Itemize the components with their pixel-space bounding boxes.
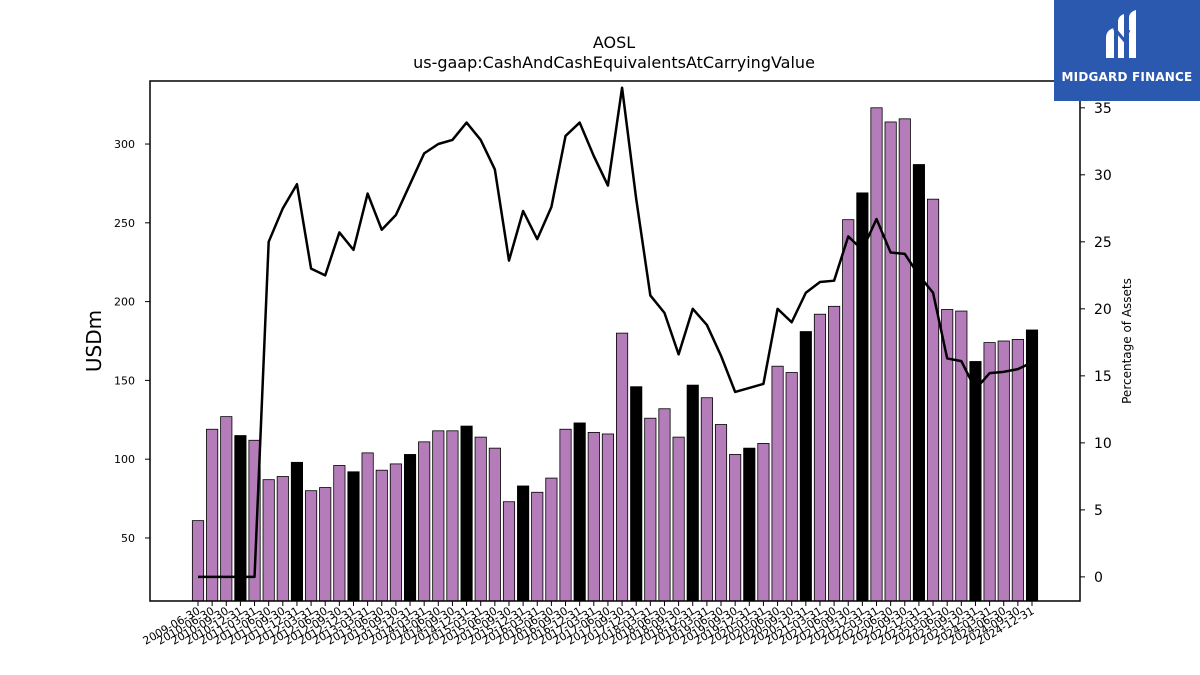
bar [1025,329,1039,602]
bar [319,487,332,602]
y-tick-label: 50 [121,532,135,545]
plot-frame [149,80,1081,602]
bar [474,436,487,602]
x-axis: 2009-06-302010-06-302010-09-302010-12-31… [141,601,1037,648]
bar [983,342,996,602]
y2-tick-label: 30 [1094,168,1112,184]
bar [898,118,911,602]
chart-title: AOSL [593,33,635,52]
bar [630,386,643,602]
bar [361,452,374,602]
bar [743,447,756,602]
bar [333,465,346,602]
bar [870,107,883,602]
y2-tick-label: 25 [1094,235,1112,251]
right-axis: 0 5 10 15 20 25 30 35 [1080,101,1112,586]
bar [460,425,473,602]
bar [799,331,812,602]
bar [545,477,558,602]
brand-mark-icon [1106,10,1136,58]
y-tick-label: 250 [114,217,135,230]
bar [785,372,798,602]
bar [206,428,219,602]
bar [262,479,275,602]
y2-tick-label: 35 [1094,101,1112,117]
bar [531,491,544,602]
bar [813,313,827,602]
y2-tick-label: 5 [1094,503,1103,519]
bar [191,520,205,602]
bar [418,441,431,602]
y-axis-label: USDm [82,310,106,372]
line-layer [198,86,1033,579]
bar [432,430,445,602]
bar [757,443,770,602]
bar [502,501,516,602]
bar [276,476,289,602]
y2-tick-label: 10 [1094,436,1112,452]
bar [290,461,304,602]
y2-tick-label: 20 [1094,302,1112,318]
bar [955,310,968,602]
bar [616,332,629,602]
bar [700,397,713,602]
percentage-line [198,86,1033,579]
bar [884,121,897,602]
bar [714,424,728,602]
bar [305,490,318,602]
bar [686,384,699,602]
bar [771,365,784,602]
y2-tick-label: 15 [1094,369,1112,385]
y2-axis-label: Percentage of Assets [1120,278,1134,404]
bar [927,198,940,602]
bar [573,422,586,602]
chart-subtitle: us-gaap:CashAndCashEquivalentsAtCarrying… [413,53,815,72]
bar [658,408,671,602]
bar [601,433,614,602]
bar [403,454,417,602]
left-axis: 50 100 150 200 250 300 [114,138,150,545]
bar [842,219,855,602]
bar [672,436,685,602]
bar [828,305,841,602]
bar [488,447,501,602]
y-tick-label: 150 [114,374,135,387]
bar [220,416,233,602]
bar [912,164,925,602]
brand-logo: MIDGARD FINANCE [1054,0,1200,101]
bar [347,471,360,602]
y2-tick-label: 0 [1094,570,1103,586]
y-tick-label: 100 [114,453,135,466]
bar [1011,339,1024,602]
y-tick-label: 300 [114,138,135,151]
bar [644,417,657,602]
bar [446,430,459,602]
bar [517,485,530,602]
bar [389,463,402,602]
bar [587,431,600,602]
brand-name: MIDGARD FINANCE [1061,70,1193,84]
bar [729,454,742,602]
bar [856,192,869,602]
bar [997,340,1010,602]
y-tick-label: 200 [114,296,135,309]
bar-group [191,107,1039,602]
bar [375,469,388,602]
bar [559,428,572,602]
bar [969,361,982,602]
